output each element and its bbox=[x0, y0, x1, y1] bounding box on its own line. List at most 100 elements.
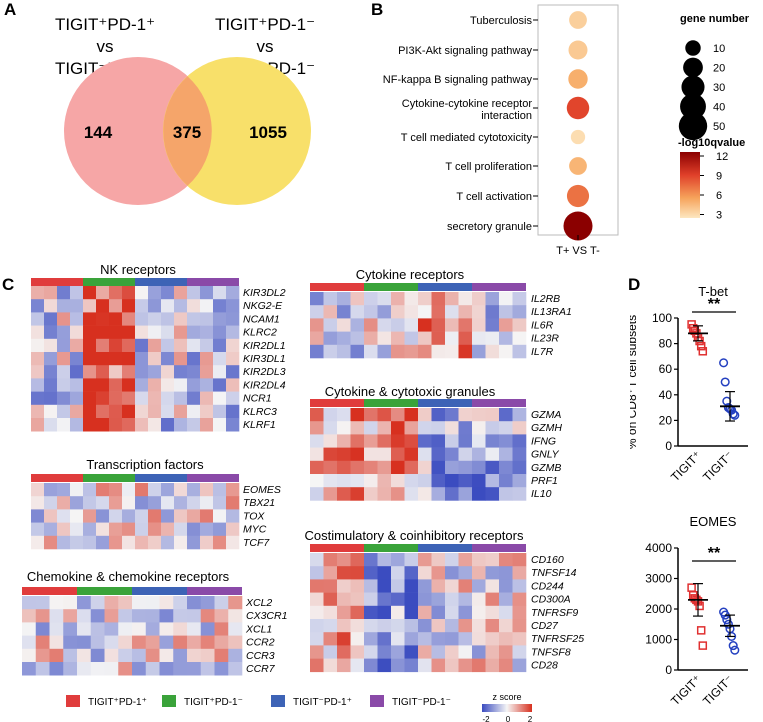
heatmap-cell bbox=[213, 286, 227, 300]
heatmap-cell bbox=[512, 592, 527, 607]
heatmap-cell bbox=[200, 483, 214, 497]
heatmap-cell bbox=[485, 474, 500, 488]
heatmap-cell bbox=[22, 622, 37, 636]
heatmap-cell bbox=[472, 658, 486, 673]
heatmap-cell bbox=[148, 496, 162, 510]
heatmap-cell bbox=[31, 483, 45, 497]
dot-term-label: T cell proliferation bbox=[445, 161, 532, 173]
heatmap-cell bbox=[404, 305, 419, 319]
heatmap-cell bbox=[200, 338, 214, 353]
heatmap-cell bbox=[22, 596, 37, 610]
heatmap-cell bbox=[161, 404, 175, 419]
heatmap-cell bbox=[132, 596, 147, 610]
dot-term-label: T cell mediated cytotoxicity bbox=[401, 132, 533, 144]
color-legend-title: -log10qvalue bbox=[678, 137, 745, 149]
heatmap-cell bbox=[132, 648, 147, 663]
heatmap-group-bar bbox=[310, 399, 364, 407]
heatmap-cell bbox=[118, 609, 133, 623]
heatmap-cell bbox=[377, 487, 392, 501]
heatmap-cell bbox=[485, 292, 500, 306]
heatmap-cell bbox=[213, 378, 227, 392]
heatmap-cell bbox=[499, 474, 513, 488]
heatmap-cell bbox=[431, 553, 446, 567]
heatmap-cell bbox=[337, 658, 351, 673]
heatmap-cell bbox=[323, 305, 338, 319]
heatmap-cell bbox=[458, 658, 473, 673]
heatmap-cell bbox=[96, 483, 110, 497]
heatmap-cell bbox=[109, 312, 123, 326]
color-legend-bar bbox=[680, 152, 700, 218]
heatmap-cell bbox=[350, 305, 365, 319]
heatmap-cell bbox=[200, 312, 214, 326]
heatmap-group-bar bbox=[418, 544, 472, 552]
heatmap-cell bbox=[200, 299, 214, 313]
heatmap-cell bbox=[200, 509, 214, 523]
d-point bbox=[687, 583, 696, 592]
heatmap-gene-label: TNFSF14 bbox=[531, 567, 577, 579]
heatmap-cell bbox=[431, 474, 446, 488]
heatmap-cell bbox=[104, 648, 119, 663]
heatmap-cell bbox=[323, 434, 338, 448]
heatmap-cell bbox=[391, 447, 405, 462]
heatmap-cell bbox=[404, 344, 419, 359]
heatmap-gene-label: XCL1 bbox=[245, 623, 272, 635]
heatmap-group-bar bbox=[364, 544, 418, 552]
heatmap-cell bbox=[90, 635, 105, 650]
heatmap-cell bbox=[228, 596, 243, 610]
heatmap-cell bbox=[337, 645, 351, 659]
heatmap-cell bbox=[499, 460, 513, 475]
heatmap-cell bbox=[431, 292, 446, 306]
heatmap-cell bbox=[310, 645, 324, 659]
heatmap-cell bbox=[512, 579, 527, 593]
dot-plot: Tuberculosis PI3K-Akt signaling pathway NF… bbox=[380, 0, 763, 270]
venn-right-line1: TIGIT⁺PD-1⁻ bbox=[214, 15, 316, 34]
heatmap-cell bbox=[135, 483, 149, 497]
heatmap-gene-label: GNLY bbox=[531, 449, 560, 461]
heatmap-cell bbox=[173, 662, 188, 676]
heatmap-cell bbox=[350, 645, 365, 659]
heatmap-cell bbox=[174, 483, 188, 497]
heatmap-cell bbox=[364, 331, 378, 346]
heatmap-cell bbox=[472, 579, 486, 593]
heatmap-cell bbox=[377, 579, 392, 593]
heatmap-cell bbox=[83, 286, 97, 300]
heatmap-cell bbox=[159, 662, 174, 676]
heatmap-cell bbox=[458, 619, 473, 633]
size-legend-label: 40 bbox=[713, 102, 725, 114]
heatmap-cell bbox=[228, 662, 243, 676]
heatmap-cell bbox=[44, 522, 58, 537]
heatmap-cell bbox=[90, 596, 105, 610]
heatmap-cell bbox=[35, 662, 50, 676]
heatmap-cell bbox=[161, 286, 175, 300]
heatmap-cell bbox=[161, 352, 175, 366]
heatmap-cell bbox=[323, 579, 338, 593]
heatmap-cell bbox=[44, 325, 58, 340]
heatmap-cell bbox=[90, 648, 105, 663]
heatmap-cell bbox=[44, 496, 58, 510]
heatmap-cell bbox=[323, 645, 338, 659]
heatmap-cell bbox=[96, 535, 110, 550]
heatmap-cell bbox=[431, 344, 446, 359]
heatmap-cell bbox=[418, 434, 432, 448]
heatmap-cell bbox=[391, 553, 405, 567]
heatmap-cell bbox=[310, 305, 324, 319]
heatmap-cell bbox=[145, 648, 160, 663]
heatmap-cell bbox=[310, 553, 324, 567]
heatmap-cell bbox=[96, 299, 110, 313]
heatmap-cell bbox=[472, 318, 486, 332]
heatmap-cell bbox=[364, 632, 378, 646]
zscore-bar bbox=[482, 704, 532, 712]
heatmap-cell bbox=[70, 391, 84, 406]
heatmap-group-bar bbox=[187, 474, 239, 482]
heatmap-cell bbox=[161, 365, 175, 379]
d-point bbox=[698, 641, 708, 650]
heatmap-cell bbox=[70, 418, 84, 432]
heatmap-group-bar bbox=[77, 587, 132, 595]
heatmap-cell bbox=[226, 325, 240, 340]
heatmap-cell bbox=[512, 619, 527, 633]
heatmap-cell bbox=[109, 325, 123, 340]
heatmap-title: Costimulatory & coinhibitory receptors bbox=[305, 528, 524, 543]
heatmap-cell bbox=[391, 292, 405, 306]
heatmap-cell bbox=[228, 635, 243, 650]
heatmap-cell bbox=[337, 474, 351, 488]
